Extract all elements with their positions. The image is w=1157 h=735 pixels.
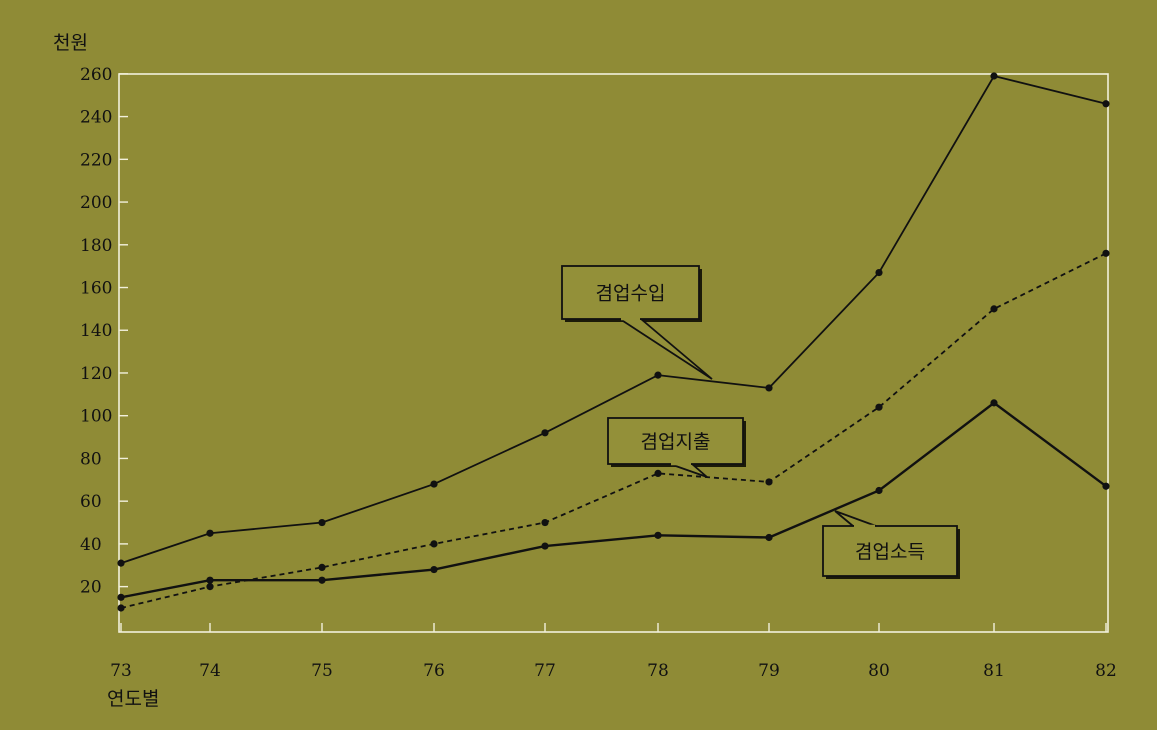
x-tick-label: 73	[110, 661, 132, 681]
y-tick-label: 240	[80, 108, 112, 128]
data-point	[430, 480, 438, 488]
data-point	[654, 469, 662, 477]
x-tick-label: 79	[758, 661, 780, 681]
x-tick-label: 81	[983, 661, 1005, 681]
x-tick-label: 80	[868, 661, 890, 681]
data-point	[430, 565, 438, 574]
data-point	[117, 604, 125, 612]
y-tick-label: 260	[80, 65, 112, 85]
y-tick-label: 180	[80, 236, 112, 256]
y-tick-label: 20	[80, 578, 102, 598]
data-point	[1102, 482, 1110, 490]
data-point	[654, 531, 662, 539]
y-ticks: 20 40 60 80 100 120 140 160 180 200 220 240 260	[80, 65, 128, 598]
x-tick-label: 75	[311, 661, 333, 681]
series-lines	[117, 72, 1110, 612]
callout-box	[561, 265, 700, 320]
series-label: 겸업지출	[641, 431, 711, 453]
data-point	[765, 384, 773, 392]
y-tick-label: 140	[80, 321, 112, 341]
plot-frame	[118, 73, 1109, 633]
series-line	[120, 252, 1107, 609]
y-tick-label: 80	[80, 449, 102, 469]
x-tick-label: 74	[199, 661, 221, 681]
series-line	[120, 401, 1107, 599]
series-3	[117, 399, 1110, 601]
data-point	[765, 533, 773, 542]
callout-3: 겸업소득	[822, 510, 960, 579]
data-point	[875, 486, 883, 495]
data-point	[117, 593, 125, 601]
callout-1: 겸업수입	[561, 265, 713, 380]
data-point	[318, 563, 326, 572]
data-point	[206, 576, 214, 584]
y-tick-label: 160	[80, 279, 112, 299]
y-tick-label: 220	[80, 150, 112, 170]
x-tick-label: 76	[423, 661, 445, 681]
y-tick-label: 40	[80, 535, 102, 555]
axes	[118, 73, 1109, 633]
x-tick-label: 82	[1095, 661, 1117, 681]
callout-box	[607, 417, 744, 465]
data-point	[206, 583, 214, 591]
data-point	[318, 518, 326, 527]
data-point	[541, 542, 549, 550]
y-axis-title: 천원	[53, 32, 88, 54]
series-label: 겸업소득	[855, 541, 925, 563]
data-point	[1102, 100, 1110, 108]
series-label: 겸업수입	[596, 283, 666, 305]
callout-box	[822, 525, 958, 577]
data-point	[318, 576, 326, 584]
x-axis-title: 연도별	[107, 688, 159, 710]
data-point	[990, 399, 998, 407]
data-point	[765, 478, 773, 486]
data-point	[875, 268, 883, 277]
y-tick-label: 100	[80, 407, 112, 427]
series-2	[117, 249, 1110, 612]
data-point	[1102, 249, 1110, 257]
x-ticks: 73 74 75 76 77 78 79 80 81 82	[110, 623, 1117, 681]
callout-2: 겸업지출	[607, 417, 746, 478]
data-point	[430, 540, 438, 548]
data-point	[541, 518, 549, 527]
series-1	[117, 72, 1110, 567]
y-tick-label: 60	[80, 492, 102, 512]
y-tick-label: 120	[80, 364, 112, 384]
data-point	[206, 529, 214, 537]
x-tick-label: 78	[647, 661, 669, 681]
y-tick-label: 200	[80, 193, 112, 213]
x-tick-label: 77	[534, 661, 556, 681]
series-line	[120, 74, 1107, 564]
data-point	[654, 371, 662, 379]
data-point	[990, 305, 998, 313]
data-point	[990, 72, 998, 80]
data-point	[875, 403, 883, 411]
data-point	[541, 429, 549, 437]
data-point	[117, 559, 125, 567]
